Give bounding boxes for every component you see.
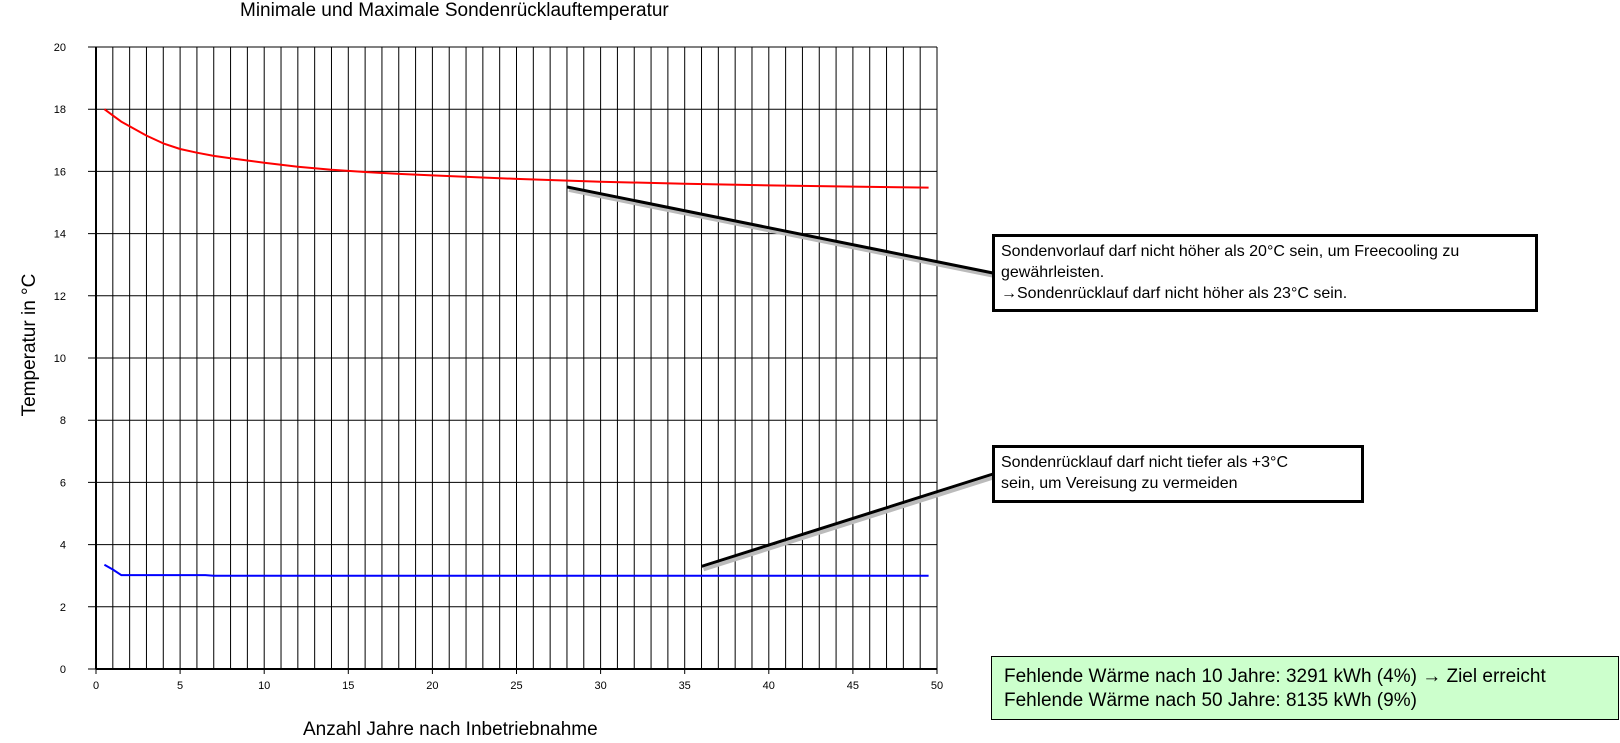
y-tick-label: 4: [60, 540, 66, 552]
y-tick-label: 14: [54, 229, 66, 241]
annotation-min-temperature: Sondenrücklauf darf nicht tiefer als +3°…: [992, 445, 1364, 503]
x-tick-label: 40: [763, 680, 775, 692]
y-tick-label: 18: [54, 104, 66, 116]
annotation-line: Sondenrücklauf darf nicht tiefer als +3°…: [1001, 454, 1288, 471]
summary-line-10-years: Fehlende Wärme nach 10 Jahre: 3291 kWh (…: [1004, 666, 1546, 687]
annotation-max-temperature: Sondenvorlauf darf nicht höher als 20°C …: [992, 234, 1538, 312]
annotation-pointer-shadow: [702, 475, 996, 572]
annotation-pointer-shadow: [568, 187, 996, 278]
y-tick-label: 2: [60, 602, 66, 614]
y-tick-label: 8: [60, 415, 66, 427]
annotation-pointer-line: [566, 185, 994, 275]
chart-title: Minimale und Maximale Sondenrücklauftemp…: [240, 0, 669, 21]
summary-line-50-years: Fehlende Wärme nach 50 Jahre: 8135 kWh (…: [1004, 690, 1417, 711]
missing-heat-summary: Fehlende Wärme nach 10 Jahre: 3291 kWh (…: [991, 656, 1619, 720]
annotation-line: sein, um Vereisung zu vermeiden: [1001, 475, 1238, 492]
x-axis-label: Anzahl Jahre nach Inbetriebnahme: [303, 719, 598, 740]
x-tick-label: 0: [93, 680, 99, 692]
series-line-max-temperature: [103, 108, 929, 189]
annotation-pointer-line: [701, 472, 994, 568]
x-tick-label: 35: [679, 680, 691, 692]
x-tick-label: 30: [594, 680, 606, 692]
annotation-line: Sondenvorlauf darf nicht höher als 20°C …: [1001, 243, 1460, 260]
annotation-pointers: [566, 185, 996, 572]
y-tick-label: 20: [54, 42, 66, 54]
chart-series: [103, 108, 929, 577]
annotation-line: →Sondenrücklauf darf nicht höher als 23°…: [1001, 285, 1348, 302]
chart-ticks: 0 5 10 15 20 25 30 35 40 45 50 0 2 4 6 8 10 12 14 16 18 20: [54, 42, 943, 692]
x-tick-label: 20: [426, 680, 438, 692]
y-tick-label: 10: [54, 353, 66, 365]
y-tick-label: 12: [54, 291, 66, 303]
series-line-min-temperature: [103, 563, 929, 577]
x-tick-label: 25: [510, 680, 522, 692]
y-tick-label: 0: [60, 664, 66, 676]
y-tick-label: 6: [60, 477, 66, 489]
x-tick-label: 15: [342, 680, 354, 692]
x-tick-label: 45: [847, 680, 859, 692]
x-tick-label: 10: [258, 680, 270, 692]
x-tick-label: 5: [177, 680, 183, 692]
x-tick-label: 50: [931, 680, 943, 692]
annotation-line: gewährleisten.: [1001, 264, 1105, 281]
y-tick-label: 16: [54, 166, 66, 178]
y-axis-label: Temperatur in °C: [19, 273, 40, 417]
